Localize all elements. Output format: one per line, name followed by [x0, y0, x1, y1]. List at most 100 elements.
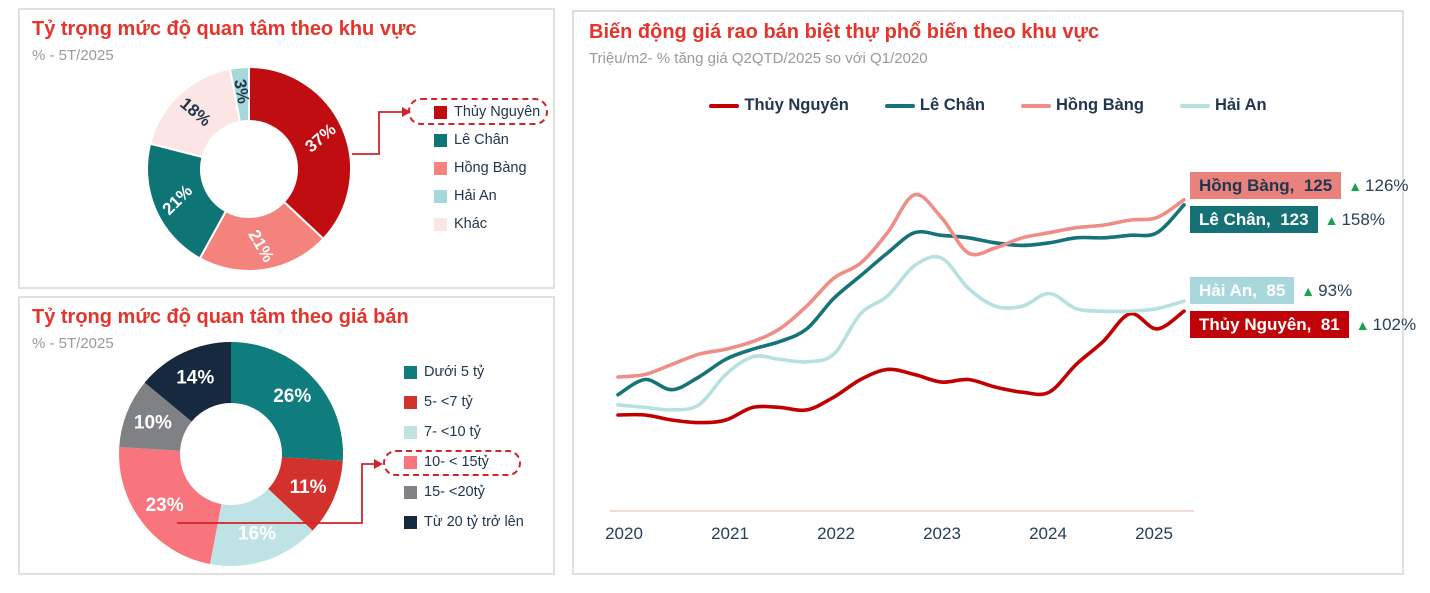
legend-item: 5- <7 tỷ [385, 387, 524, 417]
price-donut-chart: 26% 11% 16% 23% 10% 14% [119, 342, 383, 566]
region-panel-subtitle: % - 5T/2025 [32, 47, 114, 64]
legend-swatch-icon [404, 365, 417, 379]
legend-swatch-icon [434, 189, 447, 203]
up-triangle-icon: ▲ [1355, 316, 1370, 333]
region-interest-panel: Tỷ trọng mức độ quan tâm theo khu vực % … [18, 8, 555, 289]
up-triangle-icon: ▲ [1324, 211, 1339, 228]
x-axis-label: 2021 [711, 524, 749, 543]
donut-slice-label: 11% [290, 477, 327, 498]
pct-change-label: 102% [1372, 314, 1417, 334]
legend-item: 15- <20tỷ [385, 477, 524, 507]
legend-item-label: 10- < 15tỷ [424, 454, 489, 470]
legend-swatch-icon [434, 161, 447, 175]
donut-slice-7- <10 tỷ [210, 488, 313, 566]
arrowhead-icon [402, 107, 411, 117]
donut-slice-Dưới 5 tỷ [231, 342, 343, 462]
trend-panel-subtitle: Triệu/m2- % tăng giá Q2QTD/2025 so với Q… [589, 50, 928, 67]
series-annotation-Lê Chân: Lê Chân, 123 ▲ 158% [1190, 206, 1385, 233]
trend-legend-item: Thủy Nguyên [709, 96, 849, 115]
price-legend: Dưới 5 tỷ 5- <7 tỷ 7- <10 tỷ 10- < 15tỷ 15- … [385, 357, 524, 537]
x-axis-label: 2023 [923, 524, 961, 543]
legend-item-label: 7- <10 tỷ [424, 424, 481, 440]
callout-arrow [352, 111, 402, 155]
legend-item-label: 5- <7 tỷ [424, 394, 473, 410]
legend-swatch-icon [434, 133, 447, 147]
legend-swatch-icon [404, 515, 417, 529]
legend-item-label: Khác [454, 216, 488, 232]
donut-slice-label: 26% [273, 386, 311, 407]
region-panel-title: Tỷ trọng mức độ quan tâm theo khu vực [32, 18, 417, 40]
up-triangle-icon: ▲ [1348, 177, 1363, 194]
pct-change-label: 93% [1318, 280, 1353, 300]
trend-legend-label: Lê Chân [919, 96, 985, 114]
donut-slice-Hồng Bàng [198, 200, 325, 272]
donut-slice-15- <20tỷ [119, 382, 192, 451]
donut-slice-Hải An [228, 65, 250, 124]
legend-item-label: Hải An [454, 188, 497, 204]
series-annotation-Hồng Bàng: Hồng Bàng, 125 ▲ 126% [1190, 172, 1409, 199]
donut-slice-label: 16% [238, 523, 276, 544]
pct-change-label: 158% [1341, 209, 1385, 229]
series-line-Lê Chân [616, 203, 1186, 397]
series-line-Hồng Bàng [616, 192, 1186, 379]
donut-slice-Lê Chân [146, 142, 228, 260]
donut-slice-Thủy Nguyên [248, 65, 352, 241]
donut-slice-5- <7 tỷ [268, 457, 343, 531]
legend-swatch-icon [404, 425, 417, 439]
legend-item: Dưới 5 tỷ [385, 357, 524, 387]
legend-item-label: Từ 20 tỷ trở lên [424, 514, 524, 530]
x-axis-label: 2025 [1135, 524, 1173, 543]
legend-item-label: Lê Chân [454, 132, 509, 148]
legend-item: Hải An [410, 182, 540, 210]
legend-line-icon [884, 103, 915, 108]
region-highlight-box [408, 98, 548, 125]
price-trend-panel: Biến động giá rao bán biệt thự phổ biến … [572, 10, 1416, 575]
callout-arrow [177, 463, 374, 524]
legend-item: Từ 20 tỷ trở lên [385, 507, 524, 537]
legend-item: 10- < 15tỷ [385, 447, 524, 477]
trend-legend-label: Hồng Bàng [1055, 96, 1144, 114]
series-value-badge: Hải An, 85 [1190, 277, 1295, 304]
donut-slice-label: 23% [146, 495, 184, 516]
legend-item-label: 15- <20tỷ [424, 484, 485, 500]
legend-swatch-icon [404, 485, 417, 499]
x-axis-label: 2020 [605, 524, 643, 543]
legend-swatch-icon [404, 395, 417, 409]
price-panel-title: Tỷ trọng mức độ quan tâm theo giá bán [32, 306, 409, 328]
donut-slice-label: 3% [230, 78, 253, 106]
series-value-badge: Lê Chân, 123 [1190, 206, 1318, 233]
series-annotation-Hải An: Hải An, 85 ▲ 93% [1190, 277, 1352, 304]
pct-change-label: 126% [1365, 175, 1409, 195]
legend-swatch-icon [434, 217, 447, 231]
legend-item-label: Thủy Nguyên [454, 104, 541, 120]
trend-legend-item: Hồng Bàng [1020, 96, 1144, 115]
series-value-badge: Thủy Nguyên, 81 [1190, 311, 1349, 338]
x-axis-label: 2024 [1029, 524, 1067, 543]
legend-item: Khác [410, 210, 540, 238]
trend-legend-label: Thủy Nguyên [744, 96, 849, 114]
series-line-Hải An [616, 254, 1186, 412]
arrowhead-icon [374, 459, 383, 469]
trend-legend: Thủy Nguyên Lê Chân Hồng Bàng Hải An [574, 96, 1402, 115]
legend-item: Thủy Nguyên [410, 98, 540, 126]
legend-item-label: Hồng Bàng [454, 160, 527, 176]
price-interest-panel: Tỷ trọng mức độ quan tâm theo giá bán % … [18, 296, 555, 575]
trend-legend-item: Lê Chân [884, 96, 985, 115]
legend-swatch-icon [434, 105, 447, 119]
series-line-Thủy Nguyên [616, 309, 1186, 425]
series-annotation-Thủy Nguyên: Thủy Nguyên, 81 ▲ 102% [1190, 311, 1416, 338]
legend-line-icon [1179, 103, 1210, 108]
up-triangle-icon: ▲ [1301, 282, 1316, 299]
trend-legend-item: Hải An [1179, 96, 1267, 115]
region-donut-chart: 37%21%21%18%3% [146, 65, 411, 272]
legend-item: Lê Chân [410, 126, 540, 154]
donut-slice-label: 10% [134, 413, 172, 434]
donut-slice-10- < 15tỷ [119, 446, 222, 565]
price-panel-subtitle: % - 5T/2025 [32, 335, 114, 352]
price-highlight-box [383, 450, 521, 476]
trend-panel-title: Biến động giá rao bán biệt thự phổ biến … [589, 21, 1100, 43]
series-value-badge: Hồng Bàng, 125 [1190, 172, 1342, 199]
legend-line-icon [709, 103, 740, 108]
legend-item: 7- <10 tỷ [385, 417, 524, 447]
